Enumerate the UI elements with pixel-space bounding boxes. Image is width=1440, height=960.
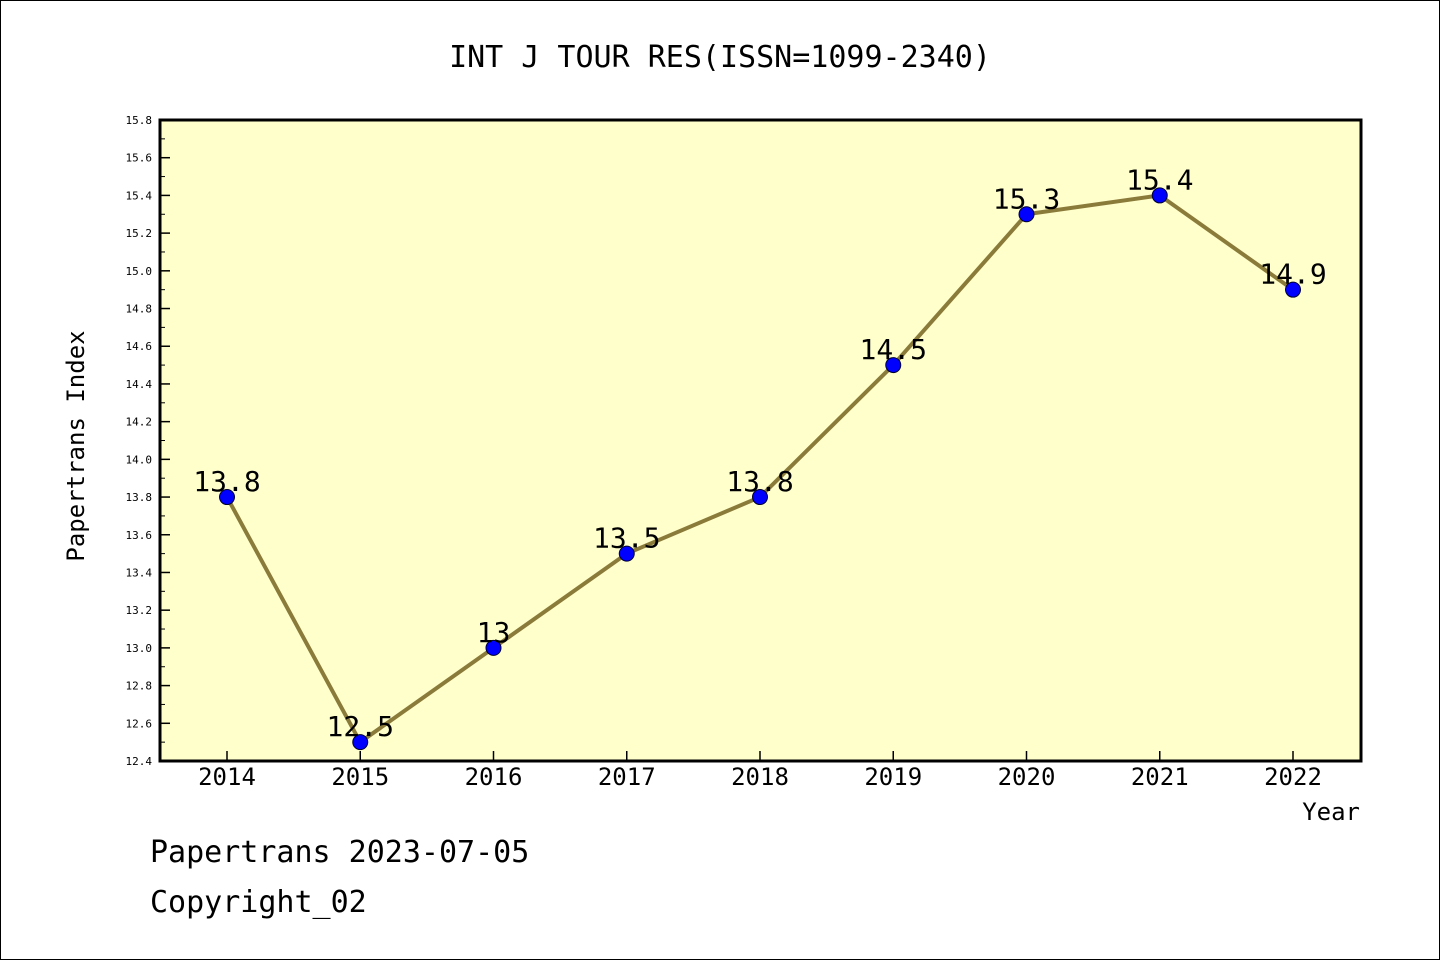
data-label: 14.9 (1259, 258, 1326, 291)
y-tick-label: 15.4 (126, 189, 153, 202)
y-tick-label: 13.6 (126, 529, 153, 542)
y-axis-label: Papertrans Index (62, 330, 90, 561)
y-tick-label: 13.8 (126, 491, 153, 504)
plot-area (160, 120, 1361, 761)
data-point (1285, 281, 1301, 298)
data-label: 13.8 (726, 465, 793, 498)
x-tick-label: 2020 (998, 763, 1056, 791)
footer-source: Papertrans 2023-07-05 (150, 835, 530, 870)
y-tick-label: 12.6 (126, 717, 153, 730)
chart-title: INT J TOUR RES(ISSN=1099-2340) (449, 40, 991, 75)
x-tick-label: 2022 (1264, 763, 1322, 791)
y-tick-label: 14.0 (126, 453, 153, 466)
data-point (219, 489, 235, 506)
series-line-group: 13.8 12.5 13 13.5 13.8 14.5 15.3 15.4 14.9 (193, 163, 1327, 751)
data-point (1018, 206, 1035, 223)
y-tick-label: 12.8 (126, 680, 153, 693)
y-tick-label: 15.8 (126, 114, 153, 127)
y-tick-label: 15.2 (126, 227, 153, 240)
plot-border (158, 118, 1363, 763)
y-tick-label: 12.4 (126, 755, 153, 768)
x-axis: 2014 2015 2016 2017 2018 2019 2020 2021 2022 (198, 751, 1322, 791)
y-tick-label: 15.0 (126, 265, 153, 278)
x-tick-label: 2018 (731, 763, 789, 791)
x-tick-label: 2021 (1131, 763, 1189, 791)
y-tick-label: 14.6 (126, 340, 153, 353)
y-tick-label: 14.8 (126, 303, 153, 316)
x-tick-label: 2017 (598, 763, 656, 791)
data-point (752, 489, 768, 506)
footer-copyright: Copyright_02 (150, 885, 367, 920)
x-axis-label: Year (1302, 798, 1360, 826)
data-label: 13 (477, 616, 511, 649)
data-label: 15.3 (993, 182, 1060, 215)
x-tick-label: 2014 (198, 763, 256, 791)
y-tick-label: 13.2 (126, 604, 153, 617)
data-label: 12.5 (327, 710, 394, 743)
y-tick-label: 14.2 (126, 416, 153, 429)
x-tick-label: 2019 (864, 763, 922, 791)
x-tick-label: 2016 (465, 763, 523, 791)
data-point (485, 639, 502, 656)
y-tick-label: 13.4 (126, 566, 153, 579)
data-point (885, 357, 902, 374)
data-point (1151, 187, 1168, 204)
data-point (618, 545, 635, 562)
data-label: 15.4 (1126, 163, 1193, 196)
y-tick-label: 14.4 (126, 378, 153, 391)
data-label: 14.5 (860, 333, 927, 366)
y-axis: 12.4 12.6 12.8 13.0 13.2 13.4 13.6 13.8 14.0 14.2… (126, 114, 170, 768)
y-tick-label: 13.0 (126, 642, 153, 655)
data-label: 13.8 (193, 465, 260, 498)
data-label: 13.5 (593, 522, 660, 555)
data-point (352, 734, 369, 751)
y-tick-label: 15.6 (126, 152, 153, 165)
x-tick-label: 2015 (331, 763, 389, 791)
